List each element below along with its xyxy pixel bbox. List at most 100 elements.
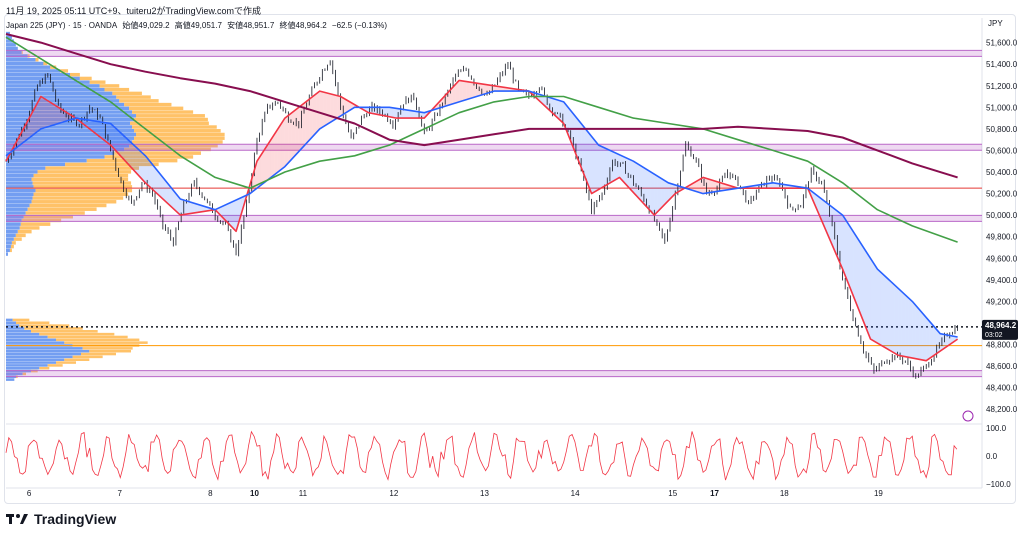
ema-ribbon-fill	[922, 313, 927, 361]
volume-profile-lower-down-bar	[6, 321, 16, 325]
ema-ribbon-fill	[619, 154, 623, 182]
volume-profile-upper-down-bar	[6, 136, 135, 140]
ema-ribbon-fill	[846, 220, 850, 287]
tradingview-logo-icon	[6, 514, 28, 524]
ema-ribbon-fill	[664, 180, 669, 205]
symbol-name[interactable]: Japan 225 (JPY) · 15 · OANDA	[6, 21, 118, 30]
ema-ribbon-fill	[650, 172, 655, 216]
volume-profile-upper-down-bar	[6, 151, 115, 155]
y-axis-tick-label: 51,000.0	[986, 103, 1018, 112]
volume-profile-upper-up-bar	[20, 222, 51, 226]
ema-ribbon-fill	[887, 278, 892, 352]
y-axis-tick-label: 50,600.0	[986, 146, 1018, 155]
volume-profile-upper-down-bar	[6, 188, 36, 193]
x-axis-tick-label: 11	[299, 489, 308, 498]
volume-profile-upper-down-bar	[6, 196, 33, 200]
volume-profile-lower-up-bar	[19, 324, 70, 327]
ema-ribbon-fill	[117, 129, 122, 157]
volume-profile-upper-up-bar	[33, 173, 129, 178]
ema-long-line	[5, 33, 958, 179]
volume-profile-upper-up-bar	[11, 241, 16, 245]
ema-ribbon-fill	[466, 81, 470, 100]
ema-ribbon-fill	[473, 82, 477, 98]
volume-profile-upper-up-bar	[112, 91, 142, 96]
ema-ribbon-fill	[856, 236, 860, 313]
volume-profile-lower-up-bar	[22, 372, 26, 376]
volume-profile-upper-down-bar	[6, 252, 8, 256]
ema-ribbon-fill	[180, 198, 184, 216]
volume-profile-upper-up-bar	[104, 87, 130, 92]
ema-ribbon-fill	[30, 109, 34, 137]
ema-ribbon-fill	[124, 136, 128, 164]
ema-ribbon-fill	[692, 181, 697, 192]
ema-ribbon-fill	[891, 281, 895, 354]
volume-profile-lower-down-bar	[6, 335, 48, 339]
volume-profile-upper-down-bar	[6, 158, 87, 163]
volume-profile-upper-up-bar	[15, 233, 26, 238]
ema-ribbon-fill	[567, 106, 571, 142]
volume-profile-upper-up-bar	[132, 110, 194, 114]
x-axis-tick-label: 7	[118, 489, 123, 498]
volume-profile-lower-up-bar	[31, 330, 98, 333]
volume-profile-upper-down-bar	[6, 125, 133, 129]
ema-ribbon-fill	[654, 174, 658, 216]
ema-ribbon-fill	[187, 201, 191, 215]
volume-profile-lower-down-bar	[6, 341, 65, 344]
y-axis-tick-label: 51,200.0	[986, 82, 1018, 91]
volume-profile-lower-down-bar	[6, 378, 15, 381]
ema-ribbon-fill	[44, 98, 48, 128]
volume-profile-upper-up-bar	[35, 58, 39, 62]
volume-profile-upper-down-bar	[6, 170, 38, 174]
resistance-zone	[6, 144, 982, 151]
ema-ribbon-fill	[61, 109, 66, 123]
ohlc-open: 始値49,029.2	[122, 21, 170, 30]
ema-ribbon-fill	[51, 103, 55, 126]
ema-ribbon-fill	[713, 180, 718, 192]
volume-profile-lower-up-bar	[12, 318, 30, 322]
ema-ribbon-fill	[267, 139, 271, 181]
brand-name: TradingView	[34, 511, 117, 527]
volume-profile-upper-down-bar	[6, 207, 28, 211]
ohlc-close: 終値48,964.2	[279, 21, 327, 30]
x-axis-tick-label: 6	[27, 489, 32, 498]
volume-profile-upper-up-bar	[134, 117, 208, 122]
volume-profile-upper-up-bar	[45, 166, 139, 170]
oscillator-tick-label: 0.0	[986, 452, 998, 461]
volume-profile-upper-down-bar	[6, 173, 34, 178]
volume-profile-upper-down-bar	[6, 58, 36, 62]
ema-ribbon-fill	[218, 206, 223, 217]
ema-ribbon-fill	[302, 101, 306, 148]
symbol-info: Japan 225 (JPY) · 15 · OANDA 始値49,029.2 …	[6, 20, 390, 31]
volume-profile-upper-up-bar	[136, 132, 225, 137]
volume-profile-lower-down-bar	[6, 327, 25, 330]
publish-line: 11月 19, 2025 05:11 UTC+9、tuiteru2がTradin…	[6, 6, 262, 16]
volume-profile-upper-up-bar	[132, 140, 223, 144]
ema-ribbon-fill	[455, 80, 460, 104]
y-axis-tick-label: 50,800.0	[986, 125, 1018, 134]
ema-ribbon-fill	[877, 269, 881, 346]
ema-ribbon-fill	[929, 321, 934, 359]
ema-ribbon-fill	[270, 134, 275, 178]
volume-profile-upper-down-bar	[6, 91, 113, 96]
volume-profile-upper-down-bar	[6, 222, 21, 226]
volume-profile-lower-up-bar	[56, 361, 76, 364]
volume-profile-upper-down-bar	[6, 155, 105, 159]
volume-profile-lower-down-bar	[6, 364, 48, 367]
ema-ribbon-fill	[870, 258, 874, 342]
volume-profile-upper-down-bar	[6, 229, 18, 234]
ema-ribbon-fill	[114, 126, 118, 153]
ema-ribbon-fill	[459, 80, 463, 102]
ema-ribbon-fill	[926, 317, 930, 361]
ema-ribbon-fill	[577, 119, 582, 168]
y-axis-tick-label: 49,600.0	[986, 254, 1018, 263]
volume-profile-upper-up-bar	[21, 218, 62, 223]
volume-profile-upper-down-bar	[6, 185, 34, 189]
x-axis-tick-label: 13	[480, 489, 489, 498]
ema-ribbon-fill	[605, 148, 610, 186]
tradingview-brand[interactable]: TradingView	[6, 511, 116, 527]
resistance-zone	[6, 370, 982, 377]
ema-ribbon-fill	[96, 121, 101, 137]
volume-profile-upper-down-bar	[6, 39, 14, 43]
volume-profile-upper-up-bar	[32, 196, 124, 200]
